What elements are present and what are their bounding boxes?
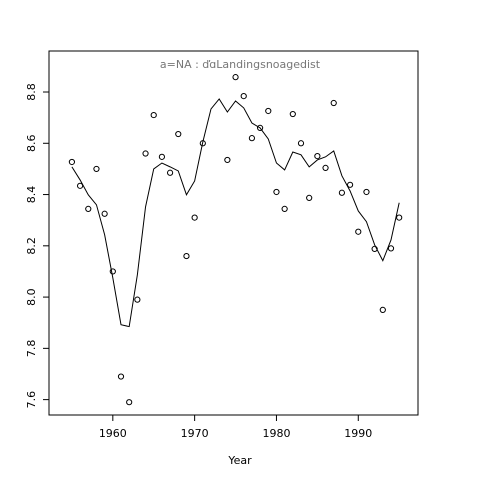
y-tick-label: 8.6 xyxy=(25,135,38,153)
data-point xyxy=(338,189,346,196)
data-point xyxy=(256,124,264,132)
data-point xyxy=(117,373,125,380)
data-point xyxy=(355,228,362,235)
data-point xyxy=(297,140,305,147)
data-point xyxy=(346,181,354,188)
data-point xyxy=(224,156,231,164)
x-tick-label: 1990 xyxy=(344,427,372,440)
data-point xyxy=(396,214,403,221)
data-point xyxy=(76,182,84,189)
data-point xyxy=(322,164,329,171)
data-point xyxy=(363,188,370,196)
data-point xyxy=(265,107,272,115)
data-point xyxy=(175,130,182,138)
x-axis-label: Year xyxy=(227,454,252,467)
data-point xyxy=(281,205,288,213)
data-point xyxy=(330,99,337,107)
data-point xyxy=(93,165,100,173)
data-point xyxy=(166,169,174,176)
x-tick-label: 1970 xyxy=(181,427,209,440)
data-point xyxy=(314,152,321,160)
data-point xyxy=(240,93,247,100)
trend-line xyxy=(71,98,400,328)
data-point xyxy=(150,111,157,119)
plot-frame xyxy=(48,50,419,416)
data-point xyxy=(134,296,141,303)
y-tick-label: 8.2 xyxy=(25,237,38,255)
data-point xyxy=(101,210,108,217)
data-point xyxy=(183,252,190,260)
y-tick-label: 8.0 xyxy=(25,288,38,306)
y-tick-label: 8.8 xyxy=(25,83,38,101)
data-point xyxy=(387,245,395,252)
data-point xyxy=(142,150,149,157)
x-tick-label: 1980 xyxy=(262,427,290,440)
data-point xyxy=(306,194,313,201)
x-tick-label: 1960 xyxy=(99,427,127,440)
data-point xyxy=(379,306,386,314)
y-tick-label: 7.6 xyxy=(25,391,38,409)
data-point xyxy=(289,110,296,118)
data-point xyxy=(68,158,76,166)
data-point xyxy=(158,153,166,160)
data-point xyxy=(232,74,239,81)
data-point xyxy=(273,188,280,196)
y-tick-label: 7.8 xyxy=(25,340,38,358)
data-point xyxy=(126,399,133,406)
data-point xyxy=(191,214,198,221)
chart-title: a=NA : ďɑLandingsnoagedist xyxy=(160,58,321,71)
data-point xyxy=(248,135,256,142)
data-point xyxy=(85,205,92,213)
data-point xyxy=(109,268,116,275)
y-tick-label: 8.4 xyxy=(25,186,38,204)
